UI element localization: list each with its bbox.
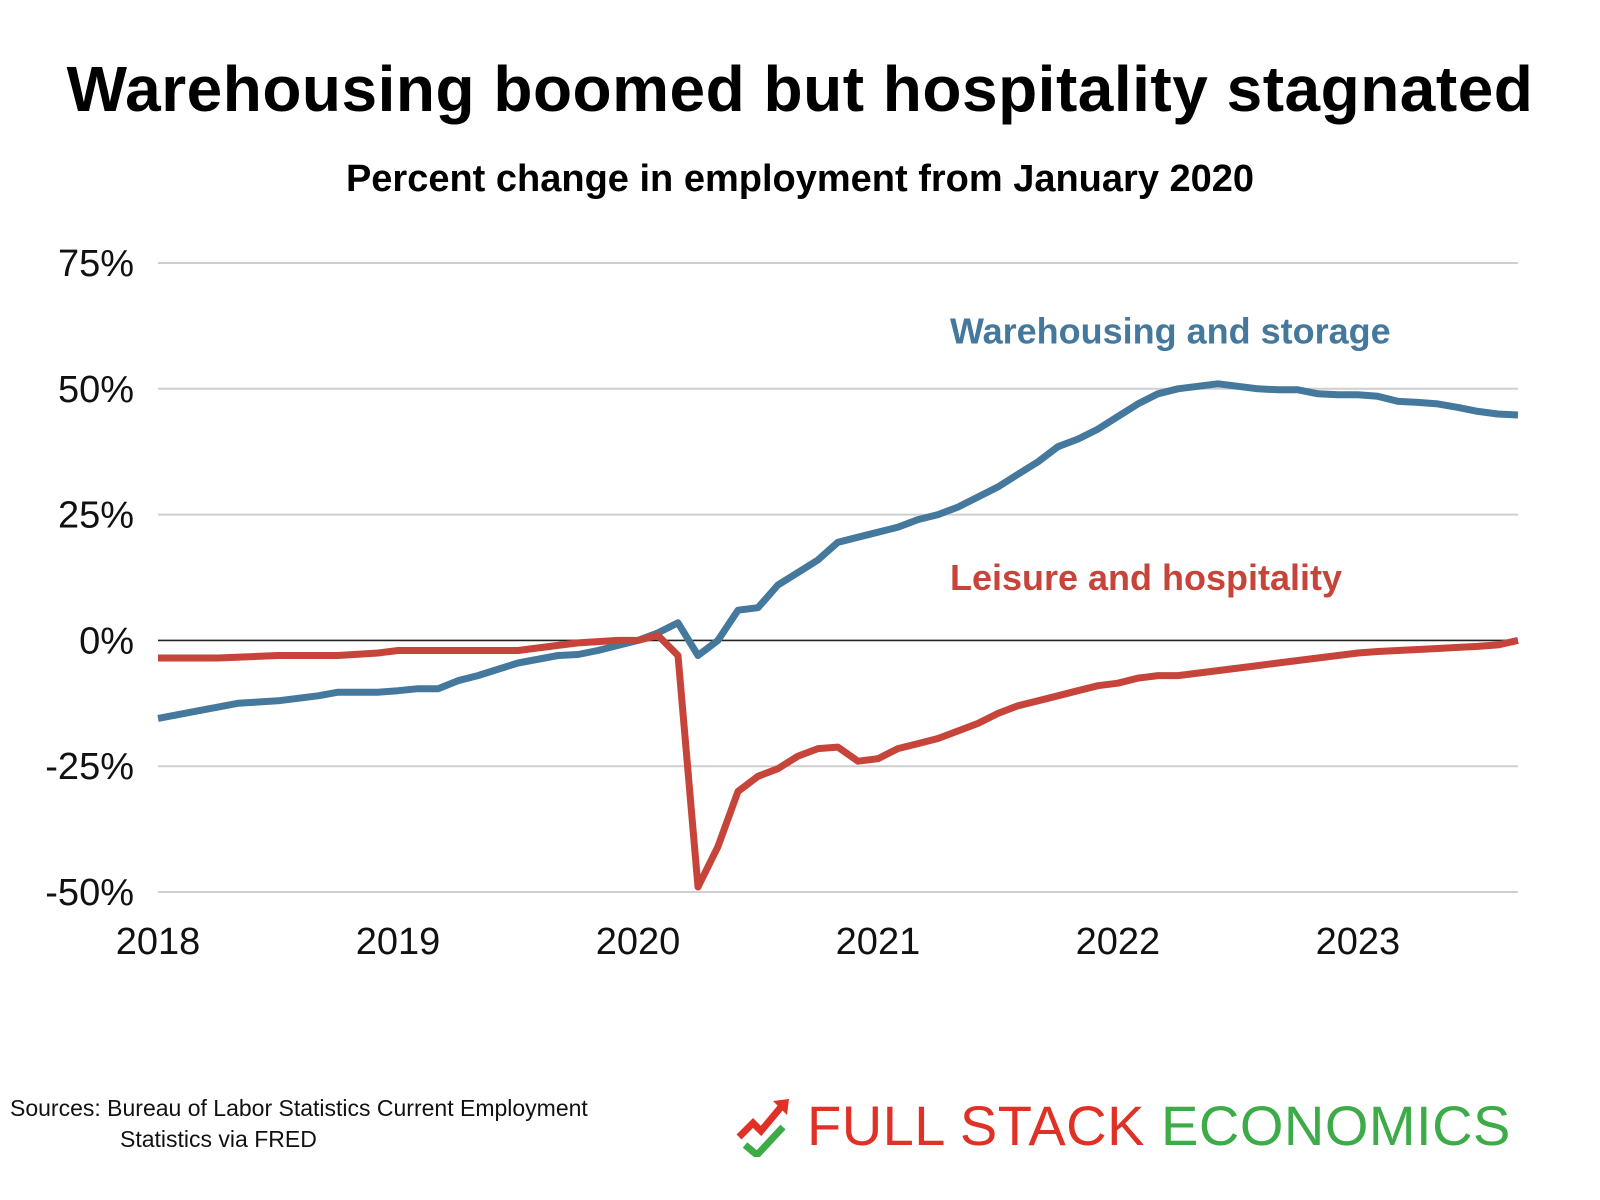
y-tick-label-5: -50% [45,872,134,914]
brand-wordmark: FULL STACK ECONOMICS [807,1093,1511,1158]
series-label-1: Leisure and hospitality [950,557,1342,598]
x-tick-label-2: 2020 [596,921,681,963]
x-axis-tick-labels: 2018 2019 2020 2021 2022 2023 [116,921,1400,963]
series-annotations: Warehousing and storage Leisure and hospi… [950,311,1391,599]
series-lines [157,380,1519,891]
y-tick-label-0: 75% [58,243,134,285]
line-chart: 75% 50% 25% 0% -25% -50% 2018 2019 2020 2021 2022… [45,243,1519,963]
y-axis-tick-labels: 75% 50% 25% 0% -25% -50% [45,243,134,914]
chart-subtitle: Percent change in employment from Januar… [345,158,1255,200]
y-tick-label-1: 50% [58,369,134,411]
x-tick-label-4: 2022 [1076,921,1161,963]
y-tick-label-2: 25% [58,495,134,537]
grid-lines [158,262,1518,893]
x-tick-label-1: 2019 [356,921,441,963]
chart-title: Warehousing boomed but hospitality stagn… [66,53,1534,125]
brand-logo: FULL STACK ECONOMICS [735,1090,1511,1160]
y-tick-label-3: 0% [79,620,134,662]
series-label-0: Warehousing and storage [950,311,1391,352]
sources-note: Sources: Bureau of Labor Statistics Curr… [10,1093,710,1155]
chart-trend-check-icon [736,1099,789,1157]
series-line-1 [158,631,1519,891]
x-tick-label-3: 2021 [836,921,921,963]
series-line-0 [157,380,1519,722]
sources-line-1: Sources: Bureau of Labor Statistics Curr… [10,1095,588,1121]
brand-name-part-2: ECONOMICS [1161,1093,1511,1157]
sources-line-2: Statistics via FRED [120,1126,317,1152]
x-tick-label-0: 2018 [116,921,201,963]
brand-name-part-1: FULL STACK [807,1093,1145,1157]
x-tick-label-5: 2023 [1316,921,1401,963]
y-tick-label-4: -25% [45,746,134,788]
